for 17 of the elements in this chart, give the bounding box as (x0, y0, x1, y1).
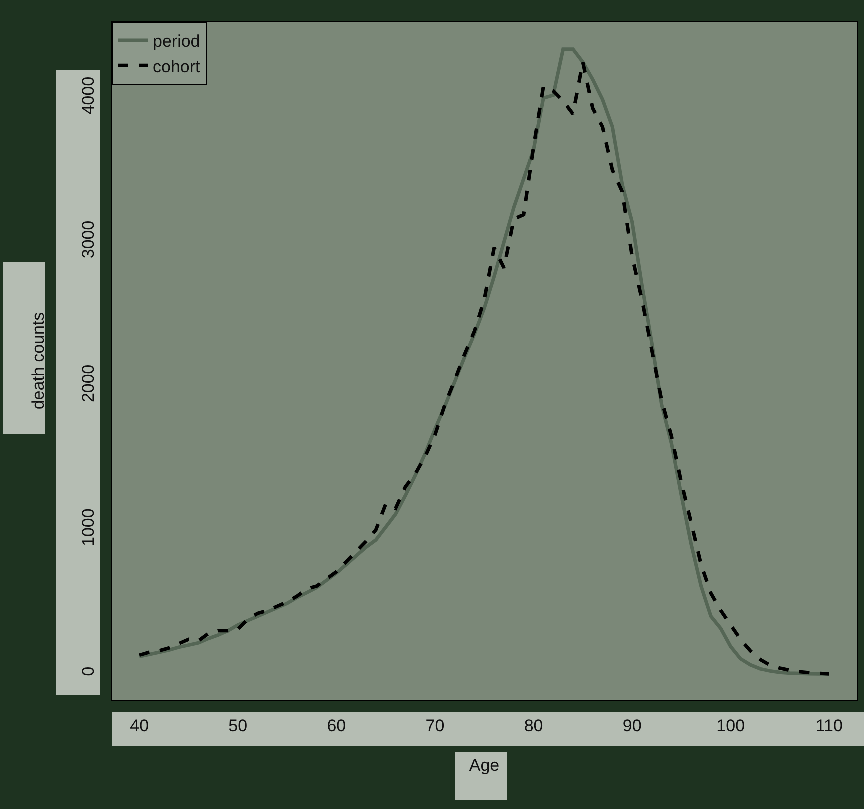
y-tick-label: 2000 (79, 364, 98, 403)
x-tick-label: 50 (228, 716, 248, 736)
x-tick-label: 90 (622, 716, 642, 736)
x-tick-label: 100 (716, 716, 746, 736)
x-tick-label: 110 (816, 716, 843, 736)
legend-label: period (153, 32, 200, 52)
y-tick-label: 4000 (79, 76, 98, 115)
y-tick-label: 3000 (79, 220, 98, 259)
x-tick-label: 40 (130, 716, 150, 736)
y-tick-label: 1000 (79, 508, 98, 547)
legend-label: cohort (153, 57, 201, 76)
y-tick-label: 0 (79, 666, 98, 676)
x-tick-label: 60 (327, 716, 346, 736)
x-tick-label: 70 (426, 716, 445, 736)
y-axis-title: death counts (28, 312, 48, 410)
x-axis-title: Age (469, 756, 500, 775)
x-tick-label: 80 (524, 716, 544, 736)
